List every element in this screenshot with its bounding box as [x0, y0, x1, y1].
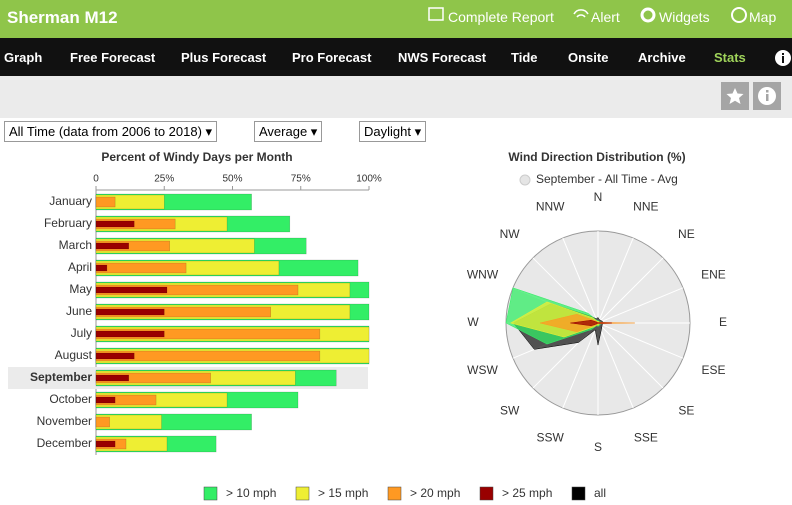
bar: [95, 330, 165, 338]
y-tick-label: April: [68, 260, 92, 274]
time-select[interactable]: Daylight ▾: [359, 121, 427, 142]
y-tick-label: August: [55, 348, 93, 362]
y-tick-label: January: [49, 194, 92, 208]
link[interactable]: Complete Report: [448, 9, 554, 25]
chart-title: Percent of Windy Days per Month: [101, 150, 292, 164]
spoke: [597, 322, 684, 359]
direction-label: NNE: [633, 200, 658, 214]
y-tick-label: March: [59, 238, 92, 252]
direction-label: W: [467, 315, 479, 329]
info-button[interactable]: [753, 82, 781, 110]
direction-label: ESE: [701, 363, 725, 377]
spoke: [597, 322, 664, 389]
top-bar: Sherman M12 Complete Report Alert Widget…: [0, 0, 792, 38]
nav-bar: Graph Free Forecast Plus Forecast Pro Fo…: [0, 38, 792, 76]
y-tick-label: December: [37, 436, 92, 450]
select-text: All Time (data from 2006 to 2018): [9, 124, 202, 139]
x-tick-label: 100%: [356, 174, 382, 185]
direction-label: SW: [500, 404, 520, 418]
direction-label: SSE: [634, 431, 658, 445]
select-text: Average: [259, 124, 308, 139]
bar: [95, 286, 168, 294]
direction-label: NW: [500, 227, 521, 241]
spoke: [597, 257, 664, 324]
spoke: [597, 287, 684, 324]
y-tick-label: May: [69, 282, 92, 296]
direction-label: WSW: [467, 363, 498, 377]
nav-item[interactable]: Plus Forecast: [181, 50, 267, 65]
favorite-button[interactable]: [721, 82, 749, 110]
x-tick-label: 75%: [291, 174, 311, 185]
bar: [95, 308, 165, 316]
direction-label: SE: [678, 404, 694, 418]
bar: [95, 264, 108, 272]
direction-area: [570, 319, 612, 327]
direction-label: WNW: [467, 267, 499, 281]
bar: [95, 396, 116, 404]
toolbar: [0, 76, 792, 118]
period-select[interactable]: All Time (data from 2006 to 2018) ▾: [4, 121, 218, 142]
spoke: [562, 237, 599, 324]
direction-label: SSW: [536, 431, 564, 445]
chart-subtitle: September - All Time - Avg: [536, 172, 678, 186]
legend-label: > 10 mph: [226, 486, 276, 500]
bar: [95, 242, 130, 250]
legend-swatch: [387, 486, 402, 501]
nav-item[interactable]: NWS Forecast: [398, 50, 487, 65]
legend-swatch: [479, 486, 494, 501]
link[interactable]: Map: [749, 9, 777, 25]
y-tick-label: July: [71, 326, 92, 340]
bar: [95, 374, 130, 382]
direction-label: ENE: [701, 267, 726, 281]
x-tick-label: 25%: [154, 174, 174, 185]
bar: [95, 352, 135, 360]
legend-swatch: [203, 486, 218, 501]
nav-item[interactable]: Graph: [4, 50, 43, 65]
link[interactable]: Alert: [591, 9, 620, 25]
x-tick-label: 50%: [222, 174, 242, 185]
bar: [95, 220, 135, 228]
spoke: [532, 257, 599, 324]
subtitle-dot: [519, 174, 531, 186]
spoke: [562, 322, 599, 409]
nav-item[interactable]: Tide: [511, 50, 538, 65]
link[interactable]: Widgets: [659, 9, 710, 25]
legend-label: > 25 mph: [502, 486, 552, 500]
legend-label: > 15 mph: [318, 486, 368, 500]
info-icon[interactable]: [773, 48, 792, 68]
bar: [95, 196, 116, 208]
bar: [95, 262, 187, 274]
legend-label: > 20 mph: [410, 486, 460, 500]
y-tick-label: February: [44, 216, 92, 230]
y-tick-label: November: [37, 414, 92, 428]
direction-label: NNW: [536, 200, 565, 214]
direction-label: N: [594, 190, 603, 204]
y-tick-label: June: [66, 304, 92, 318]
direction-label: S: [594, 440, 602, 454]
select-text: Daylight: [364, 124, 411, 139]
spoke: [597, 237, 634, 324]
stat-select[interactable]: Average ▾: [254, 121, 323, 142]
nav-item[interactable]: Pro Forecast: [292, 50, 372, 65]
bar: [95, 440, 116, 448]
nav-item[interactable]: Stats: [714, 50, 746, 65]
y-tick-label: October: [49, 392, 92, 406]
legend-swatch: [571, 486, 586, 501]
legend-swatch: [295, 486, 310, 501]
nav-item[interactable]: Onsite: [568, 50, 609, 65]
spoke: [597, 322, 634, 409]
y-tick-label: September: [30, 370, 92, 384]
legend-label: all: [594, 486, 606, 500]
nav-item[interactable]: Free Forecast: [70, 50, 156, 65]
x-tick-label: 0: [93, 174, 99, 185]
bar: [95, 416, 110, 428]
nav-item[interactable]: Archive: [638, 50, 686, 65]
station-title: Sherman M12: [7, 8, 118, 27]
header-icons: [428, 7, 747, 23]
chart-title: Wind Direction Distribution (%): [508, 150, 685, 164]
direction-label: NE: [678, 227, 695, 241]
direction-label: E: [719, 315, 727, 329]
